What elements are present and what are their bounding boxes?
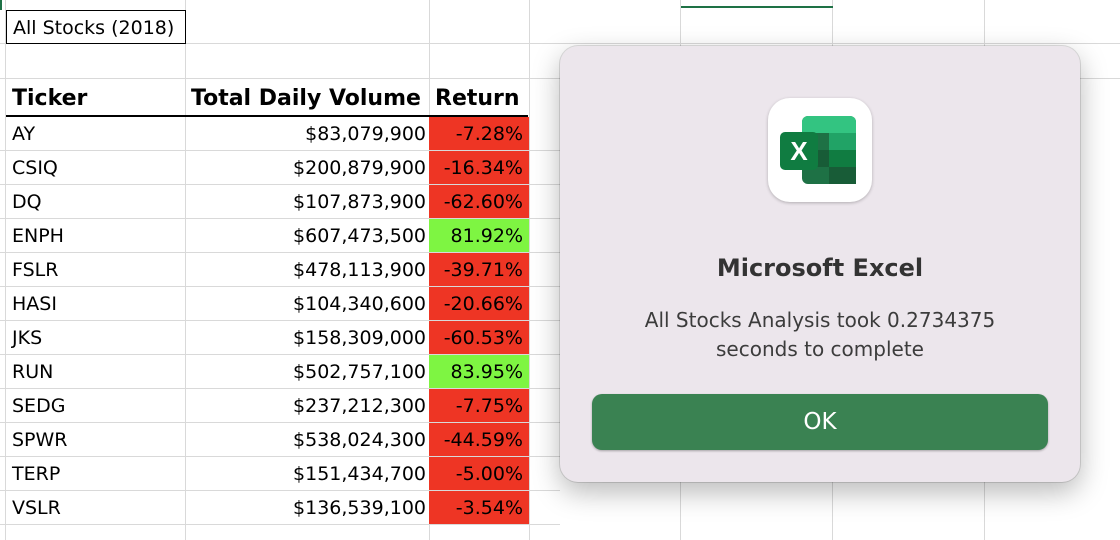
row-gridline: [0, 252, 560, 253]
ticker-cell[interactable]: ENPH: [12, 225, 64, 247]
return-cell[interactable]: -62.60%: [429, 185, 529, 219]
row-gridline: [0, 490, 560, 491]
return-cell[interactable]: 81.92%: [429, 219, 529, 253]
svg-text:X: X: [790, 136, 808, 166]
excel-logo-icon: X: [780, 116, 856, 184]
ticker-cell[interactable]: VSLR: [12, 497, 61, 519]
ok-button[interactable]: OK: [592, 394, 1048, 450]
row-gridline: [0, 320, 560, 321]
row-gridline: [0, 184, 560, 185]
row-gridline: [0, 218, 560, 219]
row-gridline: [0, 150, 560, 151]
ticker-cell[interactable]: JKS: [12, 327, 43, 349]
header-total-daily-volume[interactable]: Total Daily Volume: [191, 86, 421, 111]
return-cell[interactable]: -20.66%: [429, 287, 529, 321]
volume-cell[interactable]: $151,434,700: [293, 463, 426, 485]
dialog-title: Microsoft Excel: [716, 254, 924, 282]
return-cell[interactable]: 83.95%: [429, 355, 529, 389]
row-gridline: [0, 456, 560, 457]
return-cell[interactable]: -7.75%: [429, 389, 529, 423]
volume-cell[interactable]: $158,309,000: [293, 327, 426, 349]
return-cell[interactable]: -16.34%: [429, 151, 529, 185]
volume-cell[interactable]: $607,473,500: [293, 225, 426, 247]
return-cell[interactable]: -3.54%: [429, 491, 529, 525]
sheet-title-cell[interactable]: All Stocks (2018): [6, 10, 186, 44]
row-gridline: [0, 422, 560, 423]
volume-cell[interactable]: $104,340,600: [293, 293, 426, 315]
header-bottom-border: [6, 115, 528, 117]
dialog-message: All Stocks Analysis took 0.2734375 secon…: [644, 308, 996, 361]
header-return[interactable]: Return: [435, 86, 520, 111]
volume-cell[interactable]: $237,212,300: [293, 395, 426, 417]
select-all-corner[interactable]: [0, 0, 2, 10]
ticker-cell[interactable]: FSLR: [12, 259, 59, 281]
return-cell[interactable]: -44.59%: [429, 423, 529, 457]
ticker-cell[interactable]: DQ: [12, 191, 42, 213]
return-cell[interactable]: -60.53%: [429, 321, 529, 355]
active-column-indicator: [681, 6, 833, 8]
row-gridline: [0, 354, 560, 355]
ticker-cell[interactable]: CSIQ: [12, 157, 58, 179]
volume-cell[interactable]: $83,079,900: [305, 123, 426, 145]
ticker-cell[interactable]: SPWR: [12, 429, 68, 451]
volume-cell[interactable]: $136,539,100: [293, 497, 426, 519]
volume-cell[interactable]: $538,024,300: [293, 429, 426, 451]
row-gridline: [0, 388, 560, 389]
volume-cell[interactable]: $200,879,900: [293, 157, 426, 179]
row-gridline: [0, 286, 560, 287]
return-cell[interactable]: -7.28%: [429, 117, 529, 151]
ticker-cell[interactable]: SEDG: [12, 395, 66, 417]
ticker-cell[interactable]: AY: [12, 123, 36, 145]
row-gridline: [0, 524, 560, 525]
return-cell[interactable]: -5.00%: [429, 457, 529, 491]
ticker-cell[interactable]: RUN: [12, 361, 54, 383]
alert-dialog: X Microsoft Excel All Stocks Analysis to…: [560, 46, 1080, 482]
volume-cell[interactable]: $478,113,900: [293, 259, 426, 281]
ticker-cell[interactable]: TERP: [12, 463, 61, 485]
excel-app-icon: X: [768, 98, 872, 202]
volume-cell[interactable]: $502,757,100: [293, 361, 426, 383]
return-cell[interactable]: -39.71%: [429, 253, 529, 287]
header-ticker[interactable]: Ticker: [12, 86, 88, 111]
ticker-cell[interactable]: HASI: [12, 293, 57, 315]
volume-cell[interactable]: $107,873,900: [293, 191, 426, 213]
